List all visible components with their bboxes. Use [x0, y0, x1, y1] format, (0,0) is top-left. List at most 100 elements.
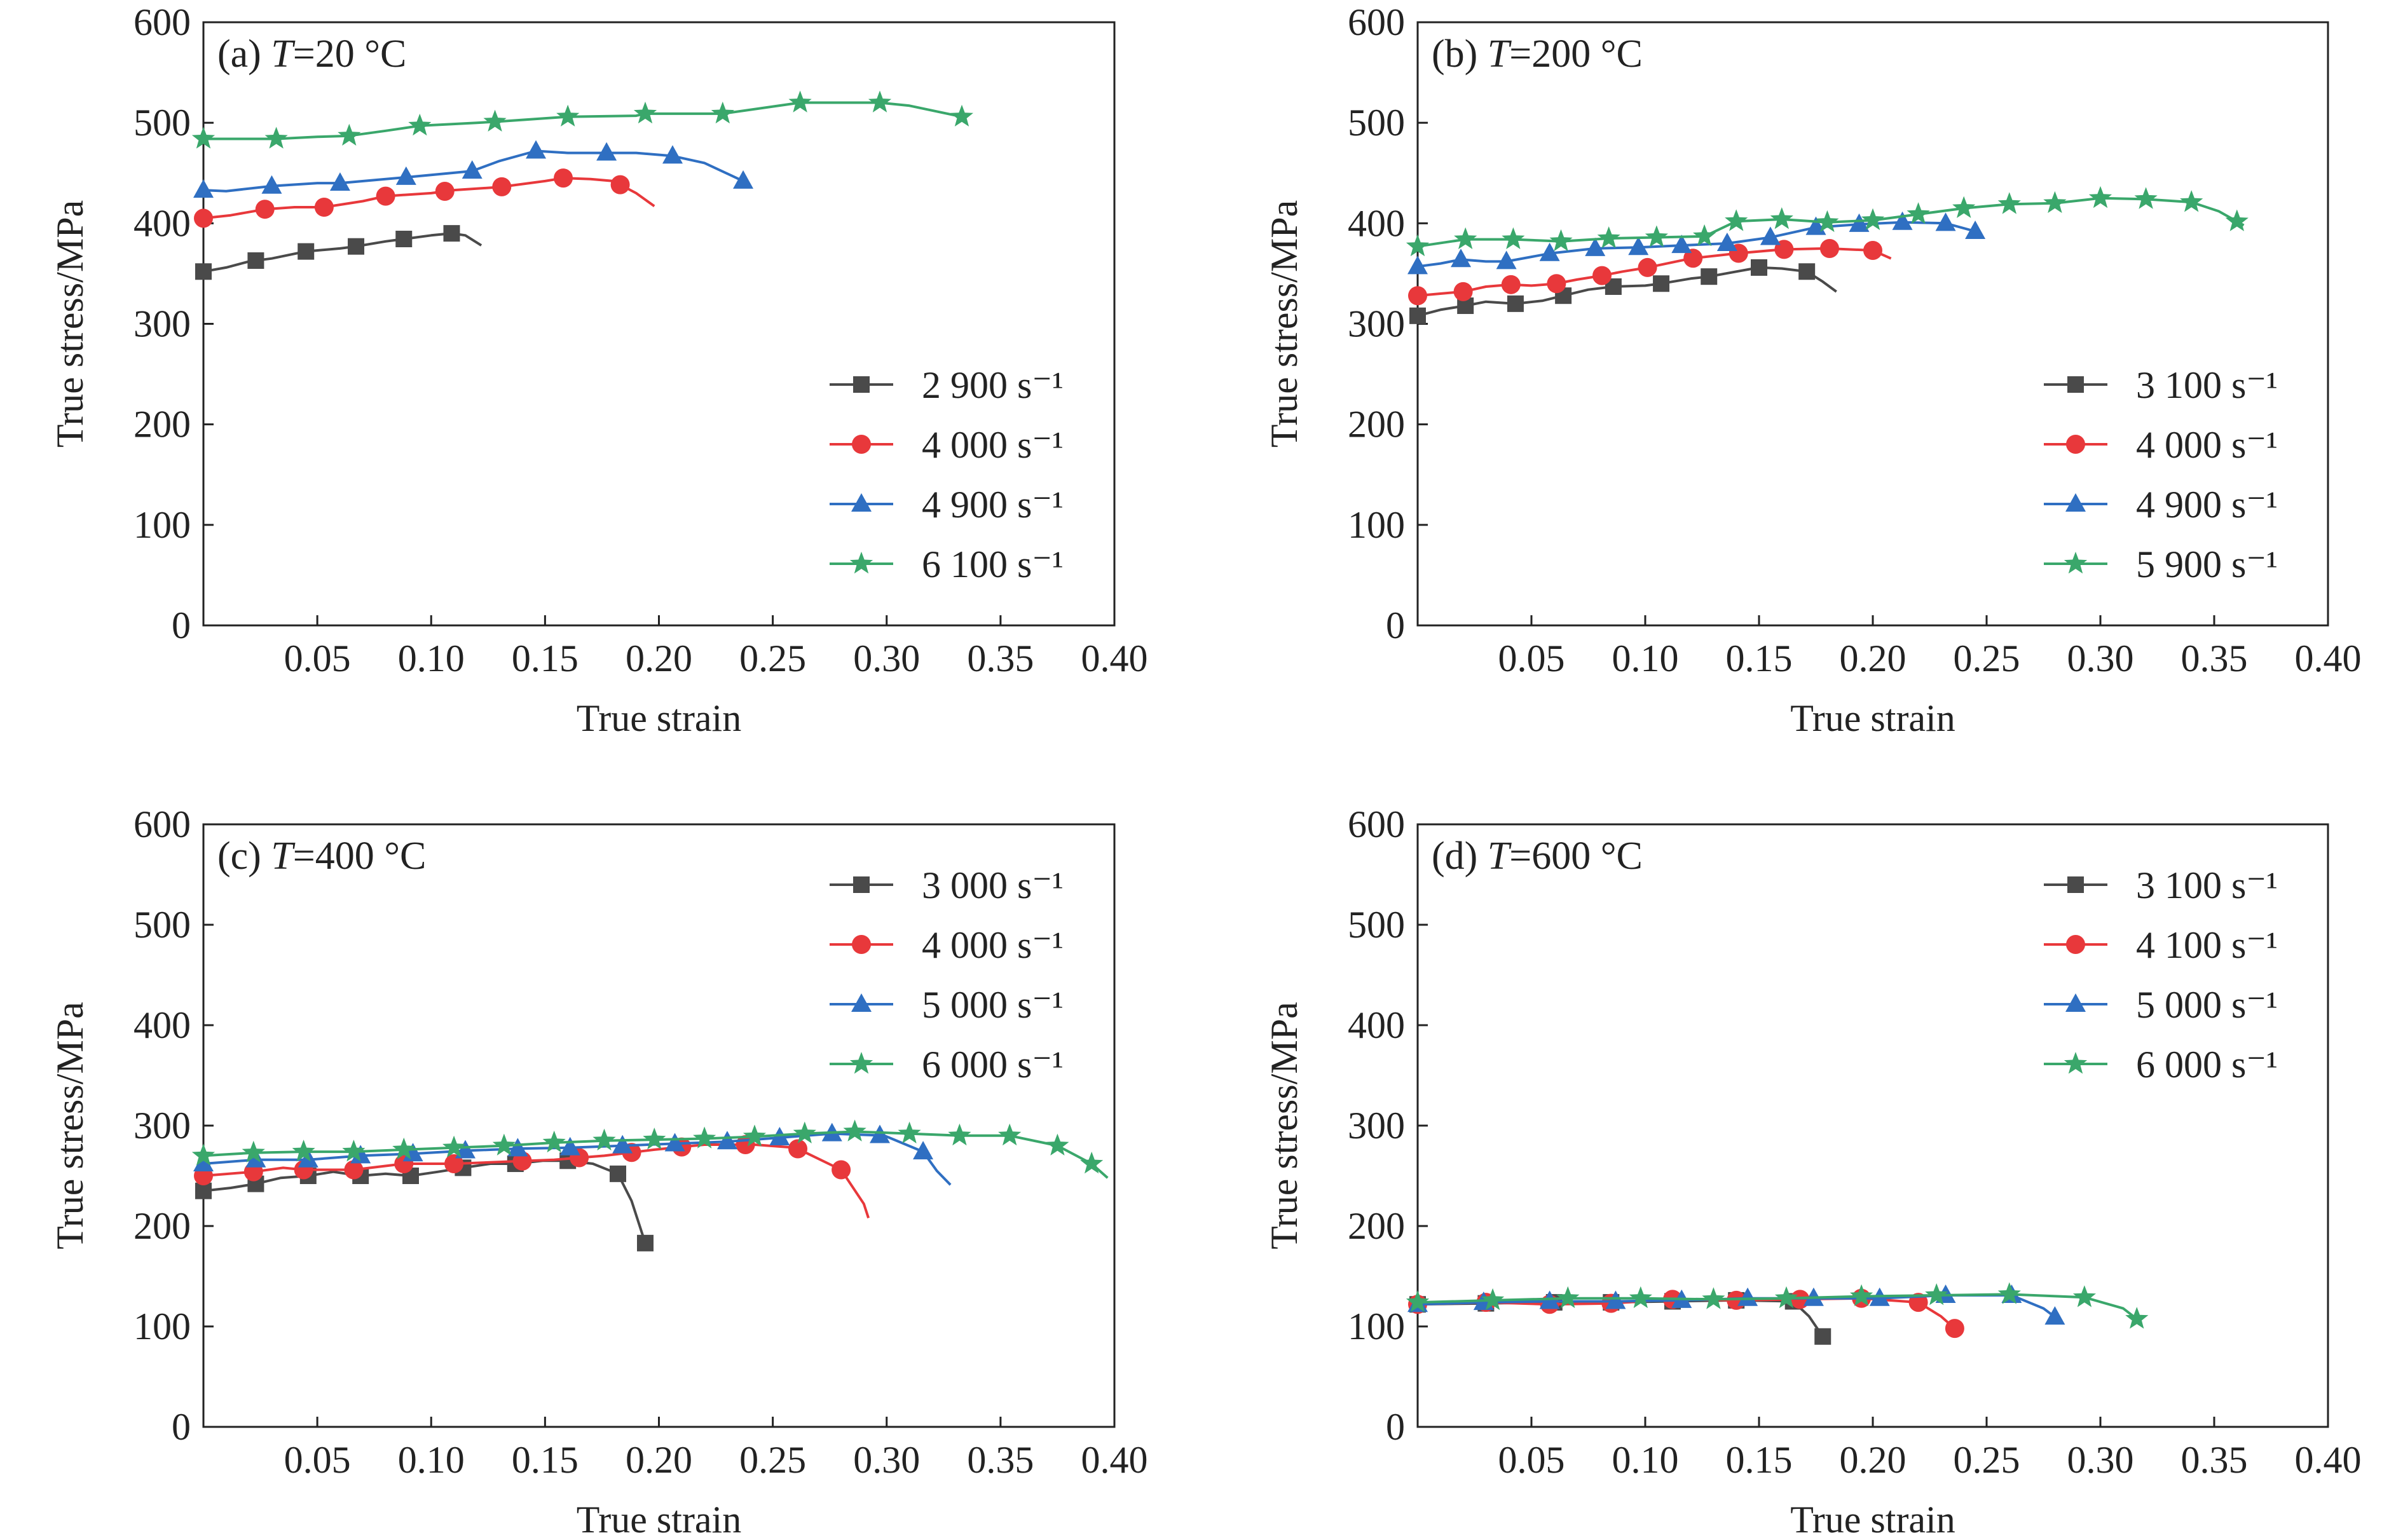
series-green: [191, 90, 973, 149]
data-point-circle: [1408, 286, 1427, 306]
data-point-star: [793, 1121, 816, 1143]
data-point-star: [1645, 225, 1668, 247]
y-tick-label: 300: [1348, 1105, 1405, 1147]
legend: 3 100 s⁻¹ 4 000 s⁻¹ 4 900 s⁻¹ 5 900 s⁻¹: [2044, 364, 2278, 585]
data-point-star: [1770, 207, 1793, 229]
data-point-star: [242, 1140, 265, 1162]
legend-label: 4 000 s⁻¹: [2136, 424, 2278, 466]
data-point-star: [788, 90, 812, 112]
x-tick-label: 0.25: [739, 637, 806, 679]
data-point-circle: [1453, 282, 1473, 301]
y-tick-label: 500: [1348, 102, 1405, 144]
data-point-circle: [1683, 249, 1703, 268]
x-axis-title: True strain: [577, 1499, 741, 1540]
data-point-star: [1952, 196, 1976, 218]
chart-panel-c: 0.05 0.10 0.15 0.20 0.25 0.30 0.35 0.40 0 100 200 3…: [49, 803, 1148, 1540]
data-point-triangle: [716, 1131, 737, 1150]
x-tick-label: 0.10: [398, 1439, 465, 1481]
data-point-star: [1816, 210, 1839, 233]
data-point-triangle: [1760, 226, 1781, 245]
series-line: [1417, 221, 1976, 268]
series-line: [1417, 1293, 2142, 1324]
x-tick-label: 0.05: [1498, 1439, 1565, 1481]
data-point-square: [195, 1182, 212, 1199]
data-point-star: [643, 1128, 666, 1150]
legend: 3 000 s⁻¹ 4 000 s⁻¹ 5 000 s⁻¹ 6 000 s⁻¹: [830, 864, 1064, 1086]
data-point-square: [1507, 295, 1524, 312]
legend-label: 5 000 s⁻¹: [2136, 984, 2278, 1026]
series-green: [1406, 1282, 2149, 1329]
legend-label: 4 000 s⁻¹: [922, 424, 1064, 466]
data-point-triangle: [1585, 237, 1606, 256]
legend-marker: [849, 552, 873, 574]
data-point-triangle: [193, 179, 214, 198]
data-point-square: [298, 243, 315, 260]
data-point-star: [1481, 1288, 1505, 1311]
data-point-star: [1861, 208, 1885, 230]
data-point-circle: [255, 200, 275, 219]
legend-label: 3 000 s⁻¹: [922, 864, 1064, 906]
y-tick-label: 300: [134, 1105, 191, 1147]
data-point-star: [292, 1140, 315, 1162]
data-point-triangle: [507, 1138, 528, 1157]
panel-title: (b) T=200 °C: [1432, 32, 1643, 76]
series-blue: [193, 140, 754, 198]
x-tick-label: 0.40: [1081, 1439, 1148, 1481]
series-line: [203, 149, 744, 193]
chart-panel-b: 0.05 0.10 0.15 0.20 0.25 0.30 0.35 0.40 0 100 200 3…: [1263, 1, 2362, 739]
data-point-star: [898, 1121, 921, 1143]
x-tick-label: 0.10: [1612, 637, 1679, 679]
data-point-triangle: [193, 1153, 214, 1172]
data-point-square: [195, 263, 212, 280]
data-point-triangle: [1737, 1287, 1758, 1306]
data-point-star: [1725, 209, 1748, 231]
x-axis-title: True strain: [1790, 1499, 1955, 1540]
panel-title-prefix: (c): [217, 835, 271, 878]
x-tick-label: 0.35: [2181, 637, 2248, 679]
data-point-star: [633, 101, 657, 124]
y-tick-label: 200: [134, 1205, 191, 1247]
series-green: [1406, 186, 2249, 257]
y-tick-label: 500: [1348, 904, 1405, 946]
data-point-triangle: [1849, 213, 1870, 232]
panel-title: (c) T=400 °C: [217, 835, 426, 878]
legend-marker: [852, 935, 871, 954]
x-axis-title: True strain: [577, 697, 741, 739]
data-point-star: [483, 109, 507, 132]
data-point-circle: [444, 1154, 464, 1174]
data-point-star: [1997, 1282, 2021, 1304]
x-tick-label: 0.25: [1954, 637, 2020, 679]
data-point-square: [610, 1165, 627, 1182]
legend-marker: [2066, 935, 2085, 954]
data-point-triangle: [2044, 1306, 2065, 1325]
y-tick-label: 200: [1348, 1205, 1405, 1247]
x-tick-label: 0.15: [1726, 637, 1793, 679]
data-point-star: [2180, 190, 2203, 212]
data-point-triangle: [395, 166, 416, 185]
panel-title-variable: T: [271, 32, 296, 76]
data-point-square: [395, 231, 413, 248]
data-point-star: [408, 113, 432, 136]
x-tick-label: 0.20: [626, 1439, 692, 1481]
data-point-star: [1925, 1283, 1948, 1305]
x-tick-label: 0.20: [1840, 1439, 1907, 1481]
data-point-triangle: [1716, 232, 1737, 251]
data-point-circle: [492, 177, 512, 196]
legend-marker: [2065, 493, 2086, 512]
data-point-circle: [314, 198, 334, 217]
data-point-star: [1080, 1152, 1104, 1174]
data-point-star: [948, 1123, 971, 1146]
data-point-star: [1850, 1284, 1873, 1306]
data-point-star: [2072, 1285, 2096, 1307]
data-point-star: [338, 123, 361, 146]
series-line: [203, 232, 483, 273]
data-point-circle: [1945, 1319, 1964, 1339]
data-point-circle: [1547, 274, 1566, 294]
legend-marker: [2067, 376, 2084, 393]
data-point-star: [1046, 1133, 1069, 1155]
panel-title-condition: =400 °C: [293, 835, 427, 878]
data-point-star: [743, 1124, 766, 1147]
data-point-triangle: [462, 160, 483, 179]
legend-label: 4 100 s⁻¹: [2136, 924, 2278, 966]
x-tick-label: 0.15: [512, 1439, 578, 1481]
